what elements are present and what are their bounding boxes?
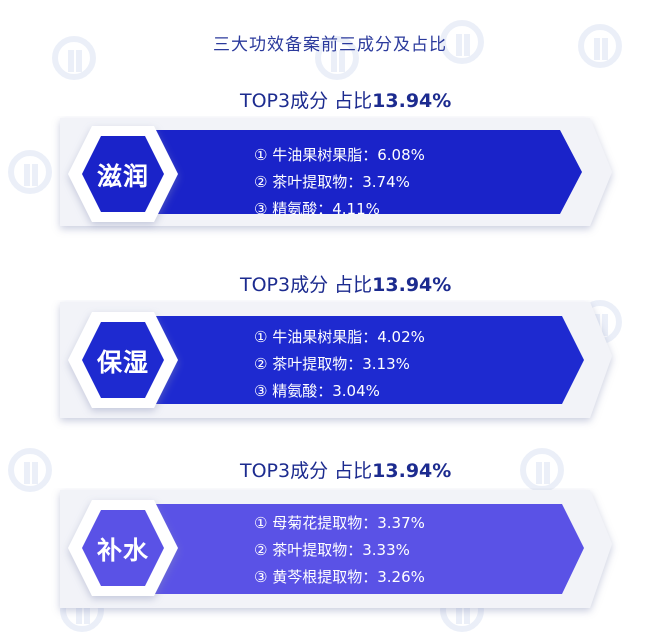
top3-summary-prefix: TOP3成分 占比 [240, 460, 373, 482]
watermark-logo [52, 36, 96, 80]
ingredient-item: ② 茶叶提取物：3.33% [254, 539, 410, 560]
item-number: ③ [254, 568, 268, 586]
panel-graphic [60, 302, 612, 418]
item-text: 精氨酸：3.04% [272, 382, 380, 400]
watermark-logo [315, 36, 359, 80]
ingredient-item: ③ 精氨酸：4.11% [254, 198, 380, 219]
top3-summary: TOP3成分 占比13.94% [240, 270, 451, 297]
ingredient-item: ③ 精氨酸：3.04% [254, 380, 380, 401]
item-number: ① [254, 514, 268, 532]
badge-hexagon [82, 136, 164, 212]
item-text: 茶叶提取物：3.74% [272, 173, 410, 191]
badge-hexagon [82, 510, 164, 586]
panel-band [150, 316, 584, 404]
ingredient-item: ② 茶叶提取物：3.74% [254, 171, 410, 192]
ingredient-item: ① 牛油果树果脂：6.08% [254, 144, 425, 165]
item-text: 黄芩根提取物：3.26% [272, 568, 425, 586]
item-number: ③ [254, 382, 268, 400]
panel-band [150, 130, 582, 214]
top3-summary-prefix: TOP3成分 占比 [240, 274, 373, 296]
item-number: ① [254, 328, 268, 346]
item-number: ③ [254, 200, 268, 218]
top3-summary-value: 13.94% [372, 460, 452, 482]
panel-band [150, 504, 584, 594]
ingredient-item: ① 牛油果树果脂：4.02% [254, 326, 425, 347]
item-text: 牛油果树果脂：6.08% [272, 146, 425, 164]
item-number: ② [254, 541, 268, 559]
top3-summary: TOP3成分 占比13.94% [240, 86, 451, 113]
panel-graphic [60, 490, 612, 608]
badge-label: 补水 [96, 536, 149, 565]
item-number: ① [254, 146, 268, 164]
watermark-logo [440, 20, 484, 64]
top3-summary-value: 13.94% [372, 90, 452, 112]
badge-label: 保湿 [96, 348, 149, 377]
item-text: 茶叶提取物：3.33% [272, 541, 410, 559]
watermark-logo [520, 448, 564, 492]
item-text: 茶叶提取物：3.13% [272, 355, 410, 373]
top3-summary-prefix: TOP3成分 占比 [240, 90, 373, 112]
ingredient-item: ② 茶叶提取物：3.13% [254, 353, 410, 374]
top3-summary-value: 13.94% [372, 274, 452, 296]
page-title: 三大功效备案前三成分及占比 [213, 35, 447, 55]
item-text: 精氨酸：4.11% [272, 200, 380, 218]
ingredient-item: ① 母菊花提取物：3.37% [254, 512, 425, 533]
item-text: 母菊花提取物：3.37% [272, 514, 425, 532]
ingredient-item: ③ 黄芩根提取物：3.26% [254, 566, 425, 587]
watermark-logo [578, 24, 622, 68]
section-panel: 补水 ① 母菊花提取物：3.37% ② 茶叶提取物：3.33% ③ 黄芩根提取物… [0, 488, 660, 620]
watermark-logo [8, 150, 52, 194]
item-number: ② [254, 173, 268, 191]
watermark-logo [8, 448, 52, 492]
section-panel: 滋润 ① 牛油果树果脂：6.08% ② 茶叶提取物：3.74% ③ 精氨酸：4.… [0, 116, 660, 248]
item-number: ② [254, 355, 268, 373]
item-text: 牛油果树果脂：4.02% [272, 328, 425, 346]
section-panel: 保湿 ① 牛油果树果脂：4.02% ② 茶叶提取物：3.13% ③ 精氨酸：3.… [0, 300, 660, 432]
badge-label: 滋润 [96, 162, 149, 191]
top3-summary: TOP3成分 占比13.94% [240, 456, 451, 483]
panel-graphic [60, 118, 612, 226]
badge-hexagon [82, 322, 164, 398]
